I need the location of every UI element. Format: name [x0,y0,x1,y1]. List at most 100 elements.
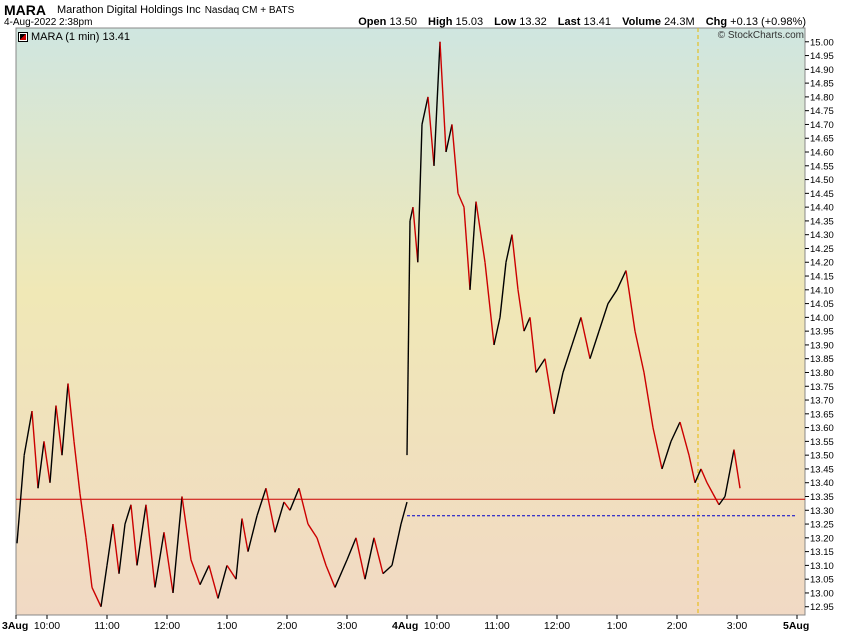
price-segment [373,537,384,574]
open-value: 13.50 [389,16,417,28]
price-segment [535,358,546,373]
price-segment [643,372,654,428]
price-segment [181,496,192,560]
brand-watermark: © StockCharts.com [717,30,804,41]
price-segment [91,587,102,608]
y-tick-label: 14.85 [810,79,834,90]
price-segment [112,523,120,574]
price-segment [163,532,174,594]
y-tick-label: 14.65 [810,134,834,145]
price-segment [208,565,219,599]
y-tick-label: 13.85 [810,354,834,365]
legend-swatch-icon [18,32,28,42]
y-tick-label: 13.00 [810,588,834,599]
volume-value: 24.3M [664,16,695,28]
reference-lines [16,28,805,615]
price-segment [55,405,63,456]
price-segment [484,262,495,346]
price-segment [445,124,453,153]
price-segment [718,496,726,506]
price-segment [706,482,714,495]
last-label: Last [557,16,581,28]
price-segment [733,449,741,489]
price-segment [517,289,525,332]
y-tick-label: 14.20 [810,258,834,269]
price-segment [571,317,582,346]
company-name: Marathon Digital Holdings Inc Nasdaq CM +… [57,4,294,16]
price-segment [511,234,519,290]
price-segment [31,411,39,489]
price-segment [427,96,435,166]
quote-summary: Open 13.50 High 15.03 Low 13.32 Last 13.… [358,16,806,28]
chg-value: +0.13 (+0.98%) [730,16,806,28]
price-segment [475,201,486,263]
price-segment [724,449,735,497]
open-label: Open [358,16,387,28]
price-segment [37,441,45,489]
x-tick-label: 1:00 [217,620,238,632]
y-tick-label: 14.35 [810,216,834,227]
y-tick-label: 13.65 [810,409,834,420]
price-segment [679,421,690,456]
price-segment [412,207,419,263]
y-tick-label: 14.70 [810,120,834,131]
price-segment [172,496,183,594]
y-tick-label: 14.50 [810,175,834,186]
y-tick-label: 13.45 [810,464,834,475]
plot-background [15,27,806,616]
price-segment [106,523,114,566]
y-tick-label: 13.90 [810,340,834,351]
y-tick-label: 13.35 [810,492,834,503]
price-segment [283,501,291,511]
price-segment [625,270,636,332]
y-tick-label: 14.15 [810,272,834,283]
price-segment [67,383,75,442]
price-segment [100,565,108,607]
y-tick-label: 13.70 [810,396,834,407]
last-value: 13.41 [583,16,612,28]
chart-datetime: 4-Aug-2022 2:38pm [4,17,93,28]
price-segment [298,488,309,525]
price-segment [217,565,228,599]
y-tick-label: 15.00 [810,37,834,48]
price-segment [130,504,138,566]
y-tick-label: 13.05 [810,575,834,586]
price-segment [289,487,300,511]
y-axis: 12.95 13.00 13.05 13.10 13.15 13.20 13.25 13.30… [805,37,834,613]
price-segment [661,441,672,470]
y-tick-label: 13.40 [810,478,834,489]
x-tick-label: 11:00 [484,620,510,632]
price-segment [79,493,87,538]
x-tick-label: 5Aug [783,620,809,632]
price-segment [607,289,618,304]
price-segment [694,468,702,483]
y-tick-label: 14.30 [810,230,834,241]
x-tick-label: 3Aug [2,620,28,632]
high-value: 15.03 [455,16,484,28]
high-label: High [428,16,453,28]
y-tick-label: 14.55 [810,161,834,172]
price-segment [61,383,69,456]
price-segment [256,488,267,517]
price-segment [136,504,147,566]
y-tick-label: 14.45 [810,189,834,200]
price-segment [457,193,465,208]
price-segment [316,537,327,566]
x-tick-label: 10:00 [424,620,450,632]
y-tick-label: 14.60 [810,148,834,159]
y-tick-label: 14.80 [810,92,834,103]
y-tick-label: 13.95 [810,327,834,338]
y-tick-label: 14.00 [810,313,834,324]
price-segment [652,427,663,470]
y-tick-label: 13.75 [810,382,834,393]
price-segment [505,234,513,263]
price-segment [226,565,237,580]
price-segment [355,537,366,580]
y-tick-label: 13.15 [810,547,834,558]
price-segment [23,410,33,456]
legend-label: MARA (1 min) 13.41 [31,31,131,43]
price-segment [562,344,573,373]
x-tick-label: 2:00 [667,620,688,632]
y-tick-label: 13.50 [810,451,834,462]
y-tick-label: 13.80 [810,368,834,379]
